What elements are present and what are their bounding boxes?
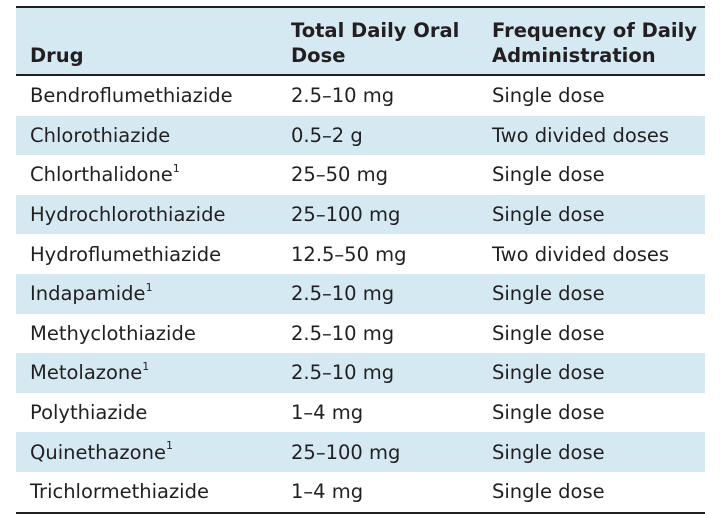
dose-cell: 12.5–50 mg <box>291 242 407 266</box>
frequency-cell: Single dose <box>492 401 605 425</box>
drug-name: Polythiazide <box>30 401 148 425</box>
drug-cell: Chlorothiazide <box>16 124 276 147</box>
drug-cell: Quinethazone1 <box>16 439 276 464</box>
frequency-cell: Single dose <box>492 480 605 504</box>
dose-cell: 1–4 mg <box>291 480 364 504</box>
dose-cell: 2.5–10 mg <box>291 361 395 385</box>
drug-cell: Methyclothiazide <box>16 322 276 345</box>
footnote-marker: 1 <box>142 359 150 373</box>
dose-cell: 0.5–2 g <box>291 123 363 147</box>
dose-cell: 25–100 mg <box>291 440 401 464</box>
table-row: Trichlormethiazide 1–4 mg Single dose <box>16 471 705 512</box>
footnote-marker: 1 <box>172 161 180 175</box>
drug-cell: Polythiazide <box>16 401 276 424</box>
drug-cell: Bendroflumethiazide <box>16 84 276 107</box>
dose-cell: 2.5–10 mg <box>291 84 395 108</box>
drug-name: Hydrochlorothiazide <box>30 203 226 227</box>
drug-cell: Hydrochlorothiazide <box>16 203 276 226</box>
header-dose: Total Daily Oral Dose <box>291 19 460 67</box>
frequency-cell: Single dose <box>492 440 605 464</box>
table-row: Hydrochlorothiazide 25–100 mg Single dos… <box>16 194 705 235</box>
frequency-cell: Single dose <box>492 321 605 345</box>
table-row: Chlorothiazide 0.5–2 g Two divided doses <box>16 115 705 156</box>
frequency-cell: Single dose <box>492 282 605 306</box>
drug-name: Hydroflumethiazide <box>30 242 222 266</box>
header-frequency: Frequency of Daily Administration <box>492 19 698 67</box>
header-drug: Drug <box>30 44 84 67</box>
table-top-rule <box>16 6 705 8</box>
drug-cell: Chlorthalidone1 <box>16 161 276 187</box>
footnote-marker: 1 <box>165 439 173 453</box>
footnote-marker: 1 <box>145 280 153 294</box>
frequency-cell: Single dose <box>492 361 605 385</box>
frequency-cell: Single dose <box>492 203 605 227</box>
table-row: Polythiazide 1–4 mg Single dose <box>16 392 705 433</box>
dose-cell: 1–4 mg <box>291 401 364 425</box>
table-row: Methyclothiazide 2.5–10 mg Single dose <box>16 313 705 354</box>
drug-name: Indapamide <box>30 282 146 306</box>
dose-cell: 2.5–10 mg <box>291 321 395 345</box>
table-row: Metolazone1 2.5–10 mg Single dose <box>16 353 705 393</box>
table-row: Hydroflumethiazide 12.5–50 mg Two divide… <box>16 234 705 274</box>
dose-cell: 25–100 mg <box>291 203 401 227</box>
drug-cell: Metolazone1 <box>16 359 276 385</box>
table-row: Bendroflumethiazide 2.5–10 mg Single dos… <box>16 76 705 116</box>
table-row: Quinethazone1 25–100 mg Single dose <box>16 432 705 472</box>
table-row: Indapamide1 2.5–10 mg Single dose <box>16 273 705 314</box>
dose-cell: 2.5–10 mg <box>291 282 395 306</box>
drug-name: Trichlormethiazide <box>30 480 209 504</box>
frequency-cell: Two divided doses <box>492 242 670 266</box>
dosage-table: Drug Total Daily Oral Dose Frequency of … <box>16 6 705 514</box>
drug-name: Quinethazone <box>30 440 166 464</box>
frequency-cell: Single dose <box>492 163 605 187</box>
drug-cell: Trichlormethiazide <box>16 480 276 503</box>
drug-name: Methyclothiazide <box>30 321 196 345</box>
dose-cell: 25–50 mg <box>291 163 388 187</box>
drug-cell: Hydroflumethiazide <box>16 243 276 266</box>
drug-name: Bendroflumethiazide <box>30 84 233 108</box>
drug-name: Chlorothiazide <box>30 123 171 147</box>
drug-cell: Indapamide1 <box>16 280 276 306</box>
frequency-cell: Single dose <box>492 84 605 108</box>
frequency-cell: Two divided doses <box>492 123 670 147</box>
drug-name: Metolazone <box>30 361 143 385</box>
table-bottom-rule <box>16 511 705 514</box>
drug-name: Chlorthalidone <box>30 163 173 187</box>
table-header: Drug Total Daily Oral Dose Frequency of … <box>16 8 705 76</box>
table-row: Chlorthalidone1 25–50 mg Single dose <box>16 155 705 195</box>
